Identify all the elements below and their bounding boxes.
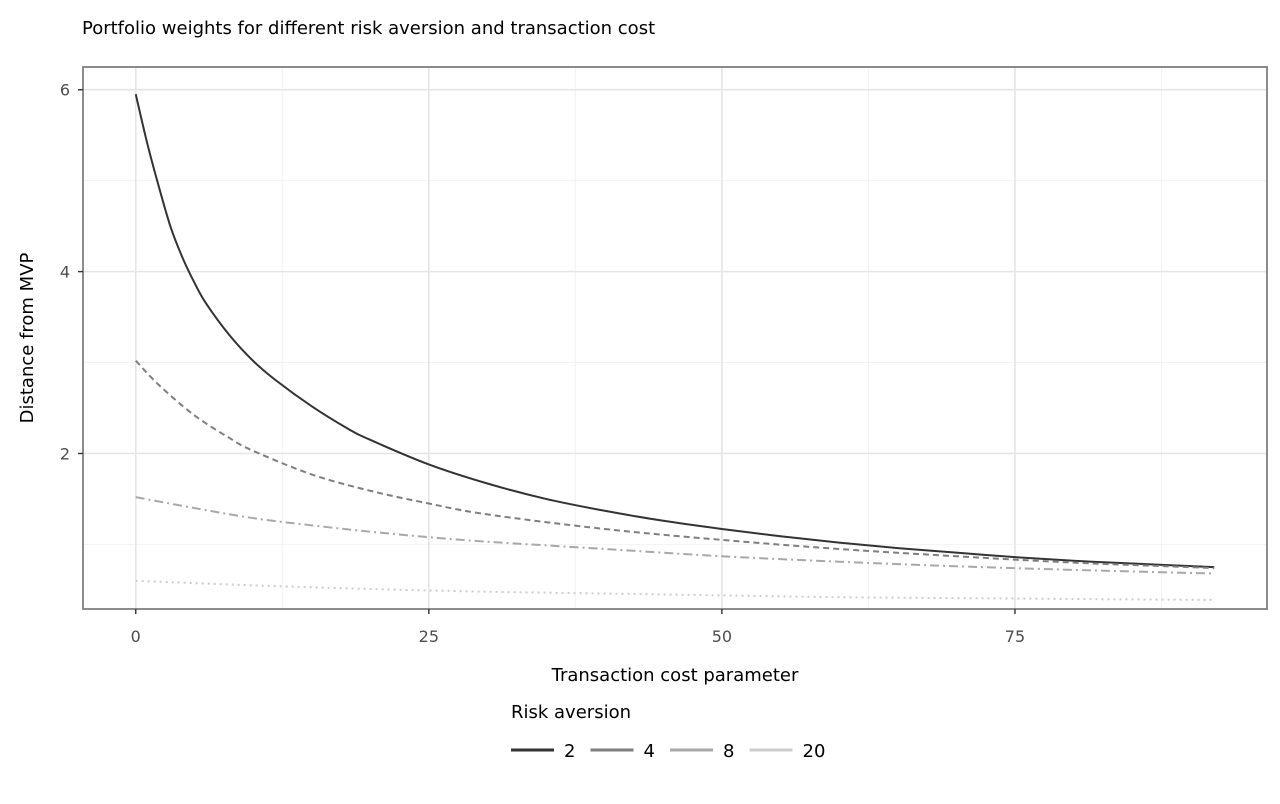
y-tick-label: 4 (60, 263, 70, 282)
series-line-2 (134, 94, 1215, 569)
y-tick-label: 2 (60, 444, 70, 463)
x-tick-label: 50 (712, 627, 732, 646)
x-tick-label: 25 (419, 627, 439, 646)
axis-ticks: 0 25 50 75 2 4 6 (60, 81, 1025, 646)
x-axis-label: Transaction cost parameter (551, 665, 799, 686)
y-tick-label: 6 (60, 81, 70, 100)
legend-label-4: 4 (644, 741, 655, 762)
chart-title: Portfolio weights for different risk ave… (82, 18, 655, 39)
y-axis-label: Distance from MVP (17, 252, 38, 423)
series-line-20 (135, 579, 1215, 601)
x-tick-label: 75 (1005, 627, 1025, 646)
series-line-8 (135, 496, 1215, 575)
x-tick-label: 0 (131, 627, 141, 646)
legend-title: Risk aversion (511, 702, 631, 723)
series-lines (134, 94, 1215, 601)
legend-label-20: 20 (803, 741, 826, 762)
legend-label-2: 2 (564, 741, 575, 762)
grid-lines (83, 67, 1267, 609)
panel-border (82, 66, 1268, 610)
series-line-4 (135, 360, 1215, 570)
legend: 2 4 8 20 (511, 741, 825, 762)
legend-label-8: 8 (723, 741, 734, 762)
